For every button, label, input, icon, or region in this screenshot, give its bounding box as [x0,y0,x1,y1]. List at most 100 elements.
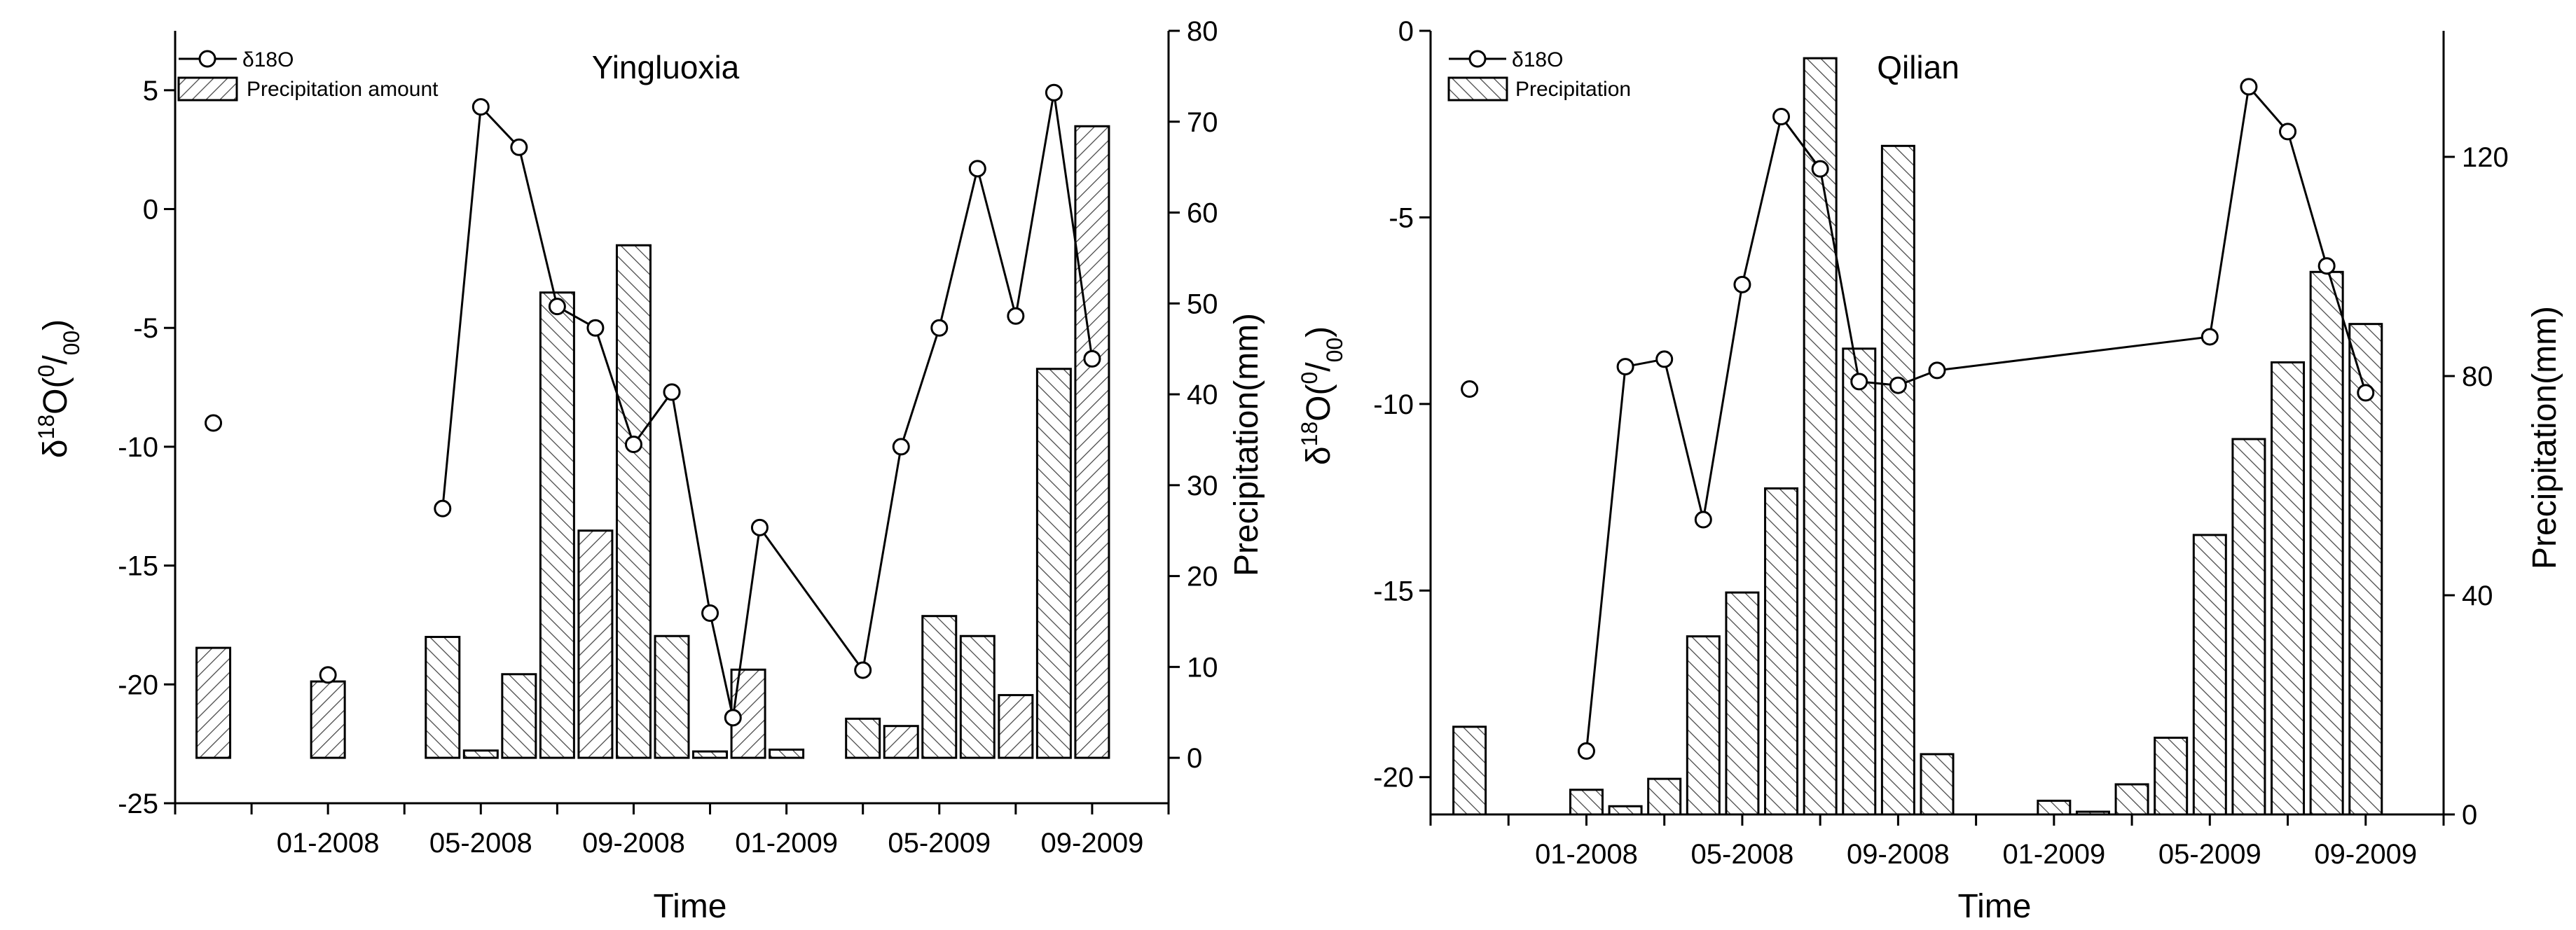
d18O-point [1811,160,1829,178]
precipitation-bar [2271,361,2306,816]
legend-bar-label: Precipitation amount [247,78,439,101]
precipitation-bar [654,634,690,759]
d18O-point [1694,511,1712,529]
legend-marker-icon [1468,50,1487,68]
y-tick-label-left: 0 [1398,16,1414,47]
precipitation-bar [1035,368,1072,759]
d18O-line-segment [518,146,558,307]
y-tick-label-right: 40 [1187,380,1218,410]
d18O-point [2240,78,2258,96]
d18O-point [2200,328,2219,346]
precipitation-bar [462,749,499,759]
y-tick-label-left: -15 [1373,576,1414,606]
d18O-point [1083,349,1101,368]
d18O-line-segment [2325,265,2367,394]
y-tick-label-left: -25 [118,789,158,819]
d18O-point [548,298,566,316]
precipitation-bar [1880,144,1915,816]
precipitation-bar [577,529,614,759]
d18O-point [586,319,605,337]
y-tick-label-left: -15 [118,551,158,582]
precipitation-bar [692,750,729,759]
precipitation-bar [998,694,1034,759]
y-tick-label-right: 30 [1187,471,1218,501]
y-tick-label-right: 120 [2462,142,2509,173]
precipitation-bar [1725,591,1760,816]
d18O-point [1850,373,1868,391]
d18O-line-segment [1585,366,1627,751]
y-tick-label-right: 0 [2462,800,2477,831]
d18O-line-segment [2208,86,2250,338]
legend: δ18O Precipitation [1447,48,1631,102]
precipitation-bar [1764,487,1799,816]
chart-title: Qilian [1877,49,1959,85]
legend-line-label: δ18O [242,48,294,71]
precipitation-bar [921,615,958,759]
y-tick-label-right: 60 [1187,198,1218,229]
d18O-line-segment [1741,116,1782,285]
precipitation-bar [845,717,881,759]
d18O-line-segment [1819,168,1861,382]
y-tick-label-right: 70 [1187,107,1218,138]
y-tick-label-right: 50 [1187,289,1218,319]
y-tick-label-right: 80 [1187,16,1218,47]
x-tick-label: 09-2009 [2314,839,2417,870]
d18O-point [750,518,769,536]
d18O-point [1045,83,1063,102]
x-tick-label: 01-2008 [1535,839,1638,870]
y-tick-label-right: 80 [2462,361,2493,392]
d18O-line-segment [633,391,673,445]
d18O-point [1616,358,1634,376]
y-tick-label-left: -5 [133,313,158,344]
y-axis-label-right: Precipitation(mm) [1228,313,1265,576]
precipitation-bar [539,291,575,759]
d18O-point [1733,275,1751,293]
chart-qilian: -20 -15 -10 -5 0 0 40 80 120 01-2008 05-2008 09-200… [1297,16,2563,925]
y-tick-label-right: 0 [1187,743,1202,774]
x-tick-label: 09-2008 [582,828,685,859]
d18O-line-segment [1936,335,2210,372]
y-tick-label-left: 5 [143,76,158,106]
legend-bar-swatch [1447,76,1508,102]
precipitation-bar [1842,347,1877,816]
y-tick-label-left: -10 [1373,389,1414,420]
d18O-line-segment [2287,131,2328,267]
y-axis-label-right: Precipitation(mm) [2526,306,2563,569]
d18O-point [1772,108,1791,126]
precipitation-bar [1686,635,1721,816]
d18O-line-segment [709,613,734,719]
d18O-point [1655,350,1674,368]
d18O-line-segment [938,168,979,328]
x-axis-label: Time [1958,888,2032,925]
x-tick-label: 09-2009 [1041,828,1144,859]
x-axis-label: Time [654,888,727,925]
d18O-line-segment [594,327,635,445]
d18O-point [724,709,742,727]
precipitation-bar [615,244,652,759]
d18O-point [854,661,872,679]
d18O-point [510,138,528,156]
d18O-line-segment [441,106,482,509]
precipitation-bar [959,634,996,759]
precipitation-bar [1803,57,1838,816]
y-axis-label-left: δ18O(0/00) [34,319,84,458]
x-tick-label: 05-2008 [1691,839,1794,870]
precipitation-bar [2231,438,2266,816]
chart-title: Yingluoxia [592,49,740,85]
d18O-line-segment [1052,92,1094,359]
precipitation-bar [2114,783,2149,816]
precipitation-bar [1074,125,1110,759]
precipitation-bar [1608,805,1643,816]
legend-line-label: δ18O [1512,48,1563,71]
d18O-point [968,160,986,178]
d18O-line-segment [731,527,761,719]
d18O-point [701,604,719,622]
y-tick-label-right: 20 [1187,562,1218,592]
d18O-line-segment [900,327,941,447]
d18O-line-segment [1014,92,1055,317]
x-tick-label: 05-2008 [429,828,532,859]
d18O-point [205,414,223,432]
precipitation-bar [425,636,461,759]
y-tick-label-right: 10 [1187,652,1218,683]
d18O-point [434,499,452,518]
